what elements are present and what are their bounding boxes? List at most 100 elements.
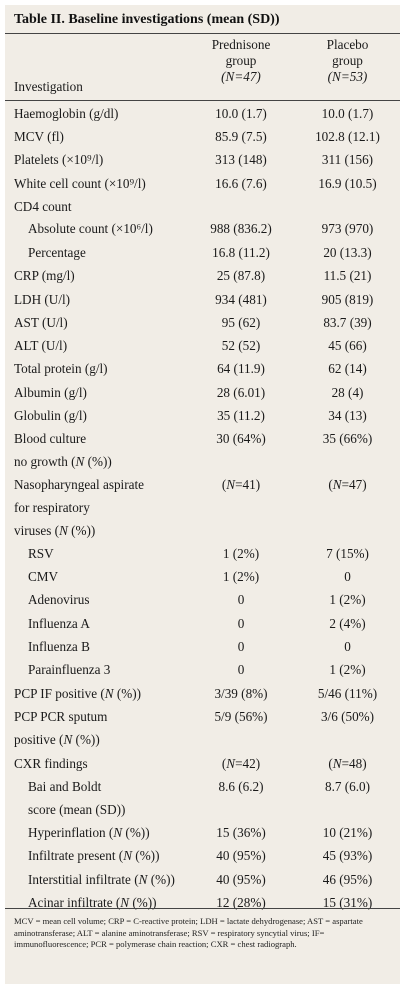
row-label: CXR findings bbox=[14, 756, 88, 771]
row-label: Acinar infiltrate (N (%)) bbox=[28, 895, 157, 910]
placebo-value: 15 (31%) bbox=[322, 895, 373, 910]
prednisone-value: 988 (836.2) bbox=[210, 221, 272, 236]
placebo-value: 2 (4%) bbox=[329, 616, 366, 631]
table-title: Table II. Baseline investigations (mean … bbox=[14, 12, 280, 27]
row-label: MCV (fl) bbox=[14, 129, 64, 144]
placebo-value: 7 (15%) bbox=[326, 546, 369, 561]
prednisone-value: 25 (87.8) bbox=[216, 268, 266, 283]
placebo-value: (N=48) bbox=[328, 756, 367, 771]
prednisone-value: (N=41) bbox=[221, 477, 261, 492]
prednisone-value: 64 (11.9) bbox=[217, 361, 265, 376]
row-label: AST (U/l) bbox=[14, 315, 68, 330]
row-label: LDH (U/l) bbox=[14, 292, 71, 307]
prednisone-value: 3/39 (8%) bbox=[214, 686, 268, 701]
header-rule bbox=[5, 100, 400, 101]
prednisone-value: 40 (95%) bbox=[216, 848, 266, 863]
prednisone-value: (N=42) bbox=[221, 756, 261, 771]
prednisone-value: 16.8 (11.2) bbox=[212, 245, 270, 260]
table-panel bbox=[5, 5, 400, 984]
row-label: Haemoglobin (g/dl) bbox=[14, 106, 119, 121]
prednisone-value: 52 (52) bbox=[221, 338, 261, 353]
footnote: MCV = mean cell volume; CRP = C-reactive… bbox=[14, 916, 363, 950]
investigation-header: Investigation bbox=[14, 79, 83, 94]
placebo-value: 35 (66%) bbox=[322, 431, 373, 446]
prednisone-value: 10.0 (1.7) bbox=[215, 106, 267, 121]
prednisone-value: 16.6 (7.6) bbox=[215, 176, 267, 191]
placebo-value: 62 (14) bbox=[328, 361, 367, 376]
row-label: PCP IF positive (N (%)) bbox=[14, 686, 142, 701]
prednisone-value: 0 bbox=[237, 662, 245, 677]
placebo-value: 905 (819) bbox=[321, 292, 374, 307]
row-label: CRP (mg/l) bbox=[14, 268, 75, 283]
row-label: ALT (U/l) bbox=[14, 338, 68, 353]
placebo-value: 45 (66) bbox=[328, 338, 367, 353]
prednisone-value: 15 (36%) bbox=[216, 825, 266, 840]
row-label: Influenza B bbox=[28, 639, 90, 654]
row-label: White cell count (×10⁹/l) bbox=[14, 176, 146, 191]
row-label: viruses (N (%)) bbox=[14, 523, 96, 538]
row-label: Adenovirus bbox=[28, 592, 90, 607]
placebo-value: 3/6 (50%) bbox=[320, 709, 375, 724]
placebo-value: 45 (93%) bbox=[322, 848, 373, 863]
placebo-value: 10.0 (1.7) bbox=[321, 106, 374, 121]
row-label: Infiltrate present (N (%)) bbox=[28, 848, 160, 863]
placebo-value: 10 (21%) bbox=[322, 825, 373, 840]
row-label: for respiratory bbox=[14, 500, 90, 515]
row-label: no growth (N (%)) bbox=[14, 454, 112, 469]
row-label: RSV bbox=[28, 546, 54, 561]
placebo-value: 28 (4) bbox=[331, 385, 364, 400]
prednisone-value: 95 (62) bbox=[221, 315, 261, 330]
bottom-rule bbox=[5, 908, 400, 909]
placebo-value: 973 (970) bbox=[321, 221, 374, 236]
prednisone-value: 1 (2%) bbox=[222, 569, 260, 584]
prednisone-value: 8.6 (6.2) bbox=[218, 779, 264, 794]
placebo-value: 34 (13) bbox=[328, 408, 367, 423]
row-label: Platelets (×10⁹/l) bbox=[14, 152, 104, 167]
placebo-value: 102.8 (12.1) bbox=[315, 129, 380, 144]
prednisone-header: Prednisone group (N=47) bbox=[196, 37, 286, 85]
prednisone-value: 12 (28%) bbox=[216, 895, 266, 910]
row-label: CD4 count bbox=[14, 199, 72, 214]
placebo-value: 20 (13.3) bbox=[323, 245, 372, 260]
row-label: Albumin (g/l) bbox=[14, 385, 87, 400]
row-label: Influenza A bbox=[28, 616, 90, 631]
prednisone-value: 30 (64%) bbox=[216, 431, 266, 446]
prednisone-value: 1 (2%) bbox=[222, 546, 260, 561]
placebo-value: 8.7 (6.0) bbox=[324, 779, 371, 794]
prednisone-value: 40 (95%) bbox=[216, 872, 266, 887]
placebo-value: 46 (95%) bbox=[322, 872, 373, 887]
prednisone-value: 28 (6.01) bbox=[216, 385, 266, 400]
placebo-value: (N=47) bbox=[328, 477, 367, 492]
row-label: score (mean (SD)) bbox=[28, 802, 126, 817]
row-label: Globulin (g/l) bbox=[14, 408, 87, 423]
placebo-value: 1 (2%) bbox=[329, 592, 366, 607]
placebo-value: 16.9 (10.5) bbox=[318, 176, 377, 191]
prednisone-value: 313 (148) bbox=[215, 152, 267, 167]
prednisone-value: 0 bbox=[237, 639, 245, 654]
prednisone-value: 85.9 (7.5) bbox=[215, 129, 267, 144]
placebo-value: 1 (2%) bbox=[329, 662, 366, 677]
row-label: positive (N (%)) bbox=[14, 732, 100, 747]
placebo-value: 83.7 (39) bbox=[323, 315, 372, 330]
prednisone-value: 5/9 (56%) bbox=[214, 709, 268, 724]
placebo-value: 5/46 (11%) bbox=[317, 686, 378, 701]
prednisone-value: 35 (11.2) bbox=[217, 408, 265, 423]
row-label: Parainfluenza 3 bbox=[28, 662, 111, 677]
placebo-header: Placebo group (N=53) bbox=[300, 37, 395, 85]
row-label: Absolute count (×10⁶/l) bbox=[28, 221, 153, 236]
placebo-value: 0 bbox=[344, 639, 351, 654]
title-rule bbox=[5, 33, 400, 34]
placebo-value: 311 (156) bbox=[321, 152, 374, 167]
row-label: Percentage bbox=[28, 245, 86, 260]
row-label: Bai and Boldt bbox=[28, 779, 102, 794]
placebo-value: 11.5 (21) bbox=[323, 268, 372, 283]
row-label: Interstitial infiltrate (N (%)) bbox=[28, 872, 175, 887]
row-label: Total protein (g/l) bbox=[14, 361, 108, 376]
prednisone-value: 0 bbox=[237, 592, 245, 607]
row-label: CMV bbox=[28, 569, 59, 584]
prednisone-n: (N=47) bbox=[221, 69, 261, 84]
placebo-n: (N=53) bbox=[327, 69, 368, 84]
row-label: Blood culture bbox=[14, 431, 87, 446]
prednisone-value: 934 (481) bbox=[215, 292, 267, 307]
row-label: Hyperinflation (N (%)) bbox=[28, 825, 150, 840]
